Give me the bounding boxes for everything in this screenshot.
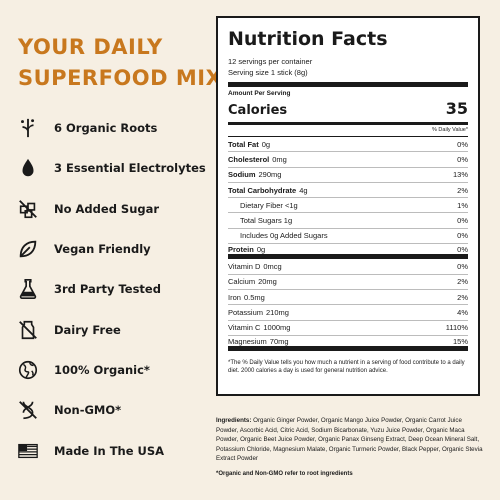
nutrient-row: Includes 0g Added Sugars 0% — [228, 229, 468, 245]
nutrient-percent: 0% — [457, 244, 468, 254]
nutrient-amount: 0.5mg — [243, 292, 265, 302]
roots-icon — [16, 116, 40, 140]
headline-line-2: SUPERFOOD MIX — [18, 66, 223, 90]
nutrition-facts-panel: Nutrition Facts 12 servings per containe… — [216, 16, 480, 396]
nutrient-row: Sodium 290mg 13% — [228, 168, 468, 183]
calories-row: Calories 35 — [228, 99, 468, 125]
nutrient-percent: 1110% — [445, 323, 468, 333]
feature-item: 100% Organic* — [16, 350, 206, 390]
nutrient-amount: 0g — [256, 244, 266, 254]
nutrient-amount: 0g — [261, 139, 271, 149]
nutrient-amount: 210mg — [266, 307, 289, 317]
nutrient-name: Dietary Fiber <1g — [240, 200, 298, 210]
nutrient-percent: 0% — [457, 262, 468, 272]
feature-item: 3 Essential Electrolytes — [16, 148, 206, 188]
amount-per-serving: Amount Per Serving — [228, 90, 291, 97]
ingredients-block: Ingredients: Organic Ginger Powder, Orga… — [216, 416, 484, 480]
nutrient-name: Iron — [228, 292, 241, 302]
headline-line-1: YOUR DAILY — [18, 35, 163, 59]
nutrient-name: Total Sugars 1g — [240, 216, 293, 226]
us-flag-icon — [16, 439, 40, 463]
nutrient-row: Magnesium 70mg 15% — [228, 336, 468, 352]
feature-label: Vegan Friendly — [54, 242, 151, 257]
nutrient-row: Total Sugars 1g 0% — [228, 213, 468, 229]
nutrient-name: Potassium — [228, 307, 264, 317]
nutrient-name: Total Fat — [228, 139, 259, 149]
feature-label: Dairy Free — [54, 322, 121, 337]
nutrient-amount: 0mg — [272, 154, 287, 164]
nutrient-amount: 0mcg — [263, 262, 282, 272]
nutrient-row: Dietary Fiber <1g 1% — [228, 198, 468, 214]
feature-item: No Added Sugar — [16, 189, 206, 229]
nutrient-percent: 1% — [457, 200, 468, 210]
nutrient-row: Protein 0g 0% — [228, 244, 468, 260]
calories-label: Calories — [228, 103, 288, 118]
nutrient-name: Protein — [228, 244, 254, 254]
nutrient-name: Calcium — [228, 277, 256, 287]
nutrient-amount: 70mg — [269, 336, 289, 346]
feature-label: 6 Organic Roots — [54, 121, 158, 136]
nutrient-name: Vitamin C — [228, 323, 261, 333]
feature-label: No Added Sugar — [54, 201, 160, 216]
no-sugar-icon — [16, 197, 40, 221]
nutrient-row: Vitamin D 0mcg 0% — [228, 259, 468, 275]
nutrient-percent: 0% — [457, 216, 468, 226]
serving-size: Serving size 1 stick (8g) — [228, 68, 468, 87]
nutrient-amount: 290mg — [258, 170, 282, 180]
nutrient-name: Magnesium — [228, 336, 267, 346]
headline: YOUR DAILY SUPERFOOD MIX — [18, 32, 222, 94]
globe-icon — [16, 358, 40, 382]
nutrient-amount: 1000mg — [263, 323, 291, 333]
nutrient-percent: 15% — [452, 336, 468, 346]
servings-per-container: 12 servings per container — [228, 57, 313, 66]
ingredients-label: Ingredients: — [216, 417, 252, 424]
nutrient-percent: 4% — [457, 307, 468, 317]
nutrient-row: Total Fat 0g 0% — [228, 137, 468, 153]
nutrient-percent: 0% — [457, 154, 468, 164]
nutrient-percent: 2% — [457, 277, 468, 287]
feature-item: 6 Organic Roots — [16, 108, 206, 148]
nutrient-percent: 0% — [457, 139, 468, 149]
daily-value-footnote: *The % Daily Value tells you how much a … — [228, 360, 465, 375]
daily-value-header: % Daily Value* — [228, 125, 468, 137]
nutrient-name: Includes 0g Added Sugars — [240, 231, 328, 241]
nutrient-row: Cholesterol 0mg 0% — [228, 152, 468, 168]
feature-list: 6 Organic Roots 3 Essential Electrolytes… — [16, 108, 206, 471]
ingredients-text-block: Ingredients: Organic Ginger Powder, Orga… — [216, 416, 484, 464]
feature-item: Dairy Free — [16, 309, 206, 349]
feature-label: 3rd Party Tested — [54, 282, 161, 297]
nutrient-name: Vitamin D — [228, 262, 261, 272]
no-dairy-icon — [16, 318, 40, 342]
flask-icon — [16, 277, 40, 301]
organic-note: *Organic and Non-GMO refer to root ingre… — [216, 470, 353, 477]
nutrition-title: Nutrition Facts — [228, 28, 388, 50]
nutrient-row: Potassium 210mg 4% — [228, 305, 468, 321]
nutrient-row: Iron 0.5mg 2% — [228, 290, 468, 306]
feature-item: Made In The USA — [16, 430, 206, 470]
nutrient-row: Vitamin C 1000mg 1110% — [228, 321, 468, 336]
nutrient-percent: 0% — [457, 231, 468, 241]
nutrient-name: Sodium — [228, 170, 256, 180]
nutrient-percent: 13% — [452, 170, 468, 180]
nutrient-amount: 20mg — [258, 277, 277, 287]
nutrient-name: Total Carbohydrate — [228, 185, 297, 195]
nutrient-name: Cholesterol — [228, 154, 270, 164]
feature-label: 100% Organic* — [54, 362, 150, 377]
feature-item: Non-GMO* — [16, 390, 206, 430]
feature-item: 3rd Party Tested — [16, 269, 206, 309]
feature-label: Made In The USA — [54, 443, 165, 458]
calories-value: 35 — [445, 99, 468, 118]
leaf-icon — [16, 237, 40, 261]
droplet-icon — [16, 156, 40, 180]
nutrient-amount: 4g — [299, 185, 308, 195]
nutrient-row: Calcium 20mg 2% — [228, 275, 468, 290]
nutrient-percent: 2% — [457, 292, 468, 302]
nutrient-row: Total Carbohydrate 4g 2% — [228, 183, 468, 199]
non-gmo-icon — [16, 398, 40, 422]
ingredients-list: Organic Ginger Powder, Organic Mango Jui… — [216, 417, 483, 463]
nutrient-percent: 2% — [457, 185, 468, 195]
feature-item: Vegan Friendly — [16, 229, 206, 269]
feature-label: Non-GMO* — [54, 403, 122, 418]
feature-label: 3 Essential Electrolytes — [54, 161, 206, 176]
